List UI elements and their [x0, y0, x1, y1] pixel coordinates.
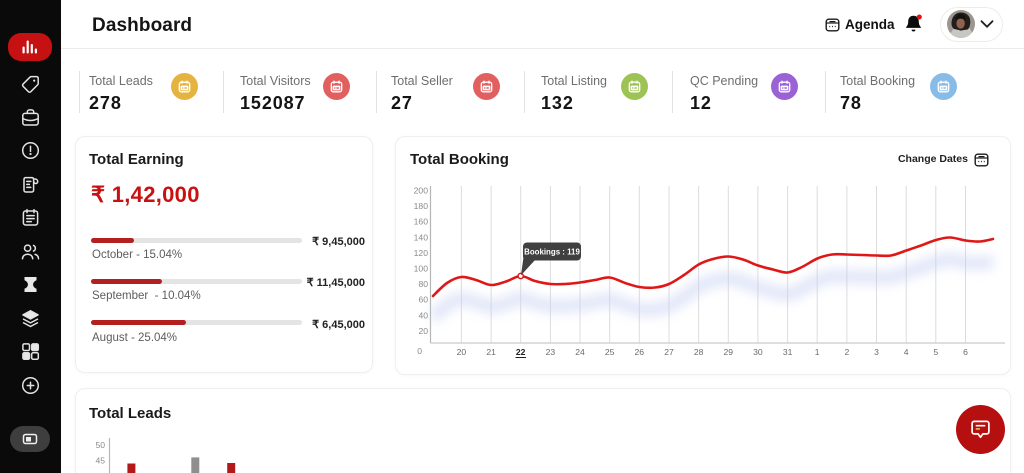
svg-text:2: 2: [845, 347, 850, 357]
svg-text:120: 120: [414, 248, 429, 258]
svg-text:1: 1: [815, 347, 820, 357]
svg-text:6: 6: [963, 347, 968, 357]
svg-text:23: 23: [546, 347, 556, 357]
svg-text:50: 50: [95, 440, 105, 450]
svg-text:20: 20: [457, 347, 467, 357]
svg-text:140: 140: [414, 232, 429, 242]
svg-text:30: 30: [753, 347, 763, 357]
svg-text:80: 80: [418, 279, 428, 289]
svg-text:24: 24: [575, 347, 585, 357]
svg-text:4: 4: [904, 347, 909, 357]
svg-text:20: 20: [418, 326, 428, 336]
svg-text:5: 5: [933, 347, 938, 357]
svg-text:28: 28: [694, 347, 704, 357]
svg-text:180: 180: [414, 201, 429, 211]
svg-text:22: 22: [516, 347, 526, 357]
svg-text:31: 31: [783, 347, 793, 357]
svg-text:160: 160: [414, 217, 429, 227]
svg-text:26: 26: [635, 347, 645, 357]
svg-text:200: 200: [414, 186, 429, 196]
svg-text:29: 29: [724, 347, 734, 357]
svg-text:3: 3: [874, 347, 879, 357]
svg-text:Bookings : 119: Bookings : 119: [524, 247, 580, 256]
svg-text:0: 0: [417, 346, 422, 356]
svg-text:60: 60: [418, 295, 428, 305]
svg-text:40: 40: [418, 310, 428, 320]
svg-text:100: 100: [414, 264, 429, 274]
svg-text:27: 27: [664, 347, 674, 357]
svg-text:25: 25: [605, 347, 615, 357]
svg-text:21: 21: [486, 347, 496, 357]
svg-text:45: 45: [95, 456, 105, 466]
